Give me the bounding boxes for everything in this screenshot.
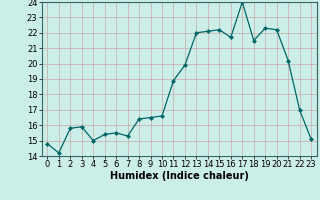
X-axis label: Humidex (Indice chaleur): Humidex (Indice chaleur) [110, 171, 249, 181]
